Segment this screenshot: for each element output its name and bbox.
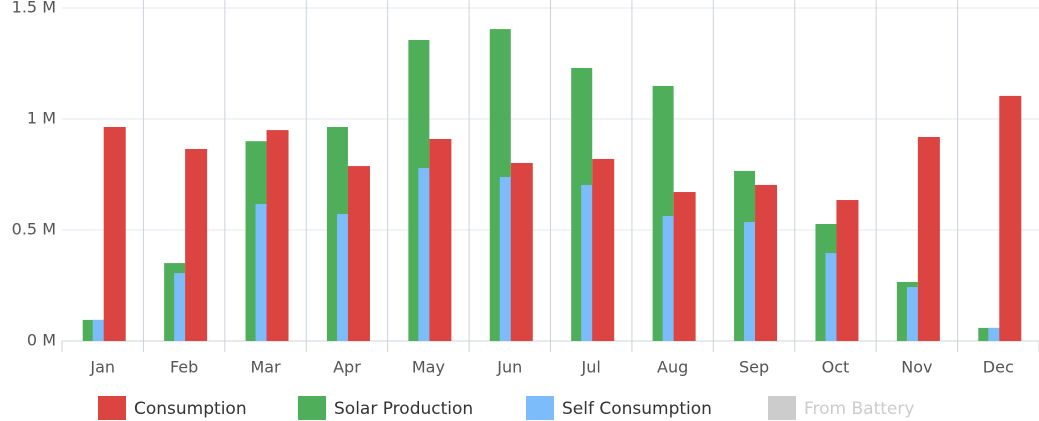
- y-tick-label: 0 M: [27, 331, 56, 350]
- x-tick-label: Jun: [496, 358, 522, 377]
- x-tick-label: Nov: [901, 358, 932, 377]
- bar: [266, 130, 289, 341]
- bar: [103, 126, 126, 341]
- legend-label: Solar Production: [334, 399, 473, 419]
- x-tick-label: Apr: [333, 358, 361, 377]
- bar: [999, 95, 1022, 341]
- x-tick-label: Jan: [89, 358, 115, 377]
- y-tick-label: 1 M: [27, 109, 56, 128]
- x-tick-label: Mar: [250, 358, 281, 377]
- x-tick-label: Aug: [657, 358, 688, 377]
- bar: [755, 184, 778, 341]
- bar: [347, 166, 370, 341]
- bar: [510, 162, 533, 341]
- x-tick-label: Feb: [170, 358, 198, 377]
- bar: [185, 148, 208, 341]
- legend: Consumption Solar Production Self Consumpt…: [98, 396, 914, 420]
- bar: [836, 200, 859, 341]
- bar: [917, 136, 940, 341]
- y-tick-label: 0.5 M: [12, 220, 56, 239]
- x-tick-label: Oct: [822, 358, 850, 377]
- bar: [429, 138, 452, 341]
- legend-swatch: [298, 396, 326, 420]
- y-tick-label: 1.5 M: [12, 0, 56, 17]
- legend-swatch: [526, 396, 554, 420]
- x-tick-label: Sep: [739, 358, 769, 377]
- x-tick-label: May: [412, 358, 445, 377]
- x-tick-label: Dec: [983, 358, 1014, 377]
- legend-label: From Battery: [804, 399, 914, 419]
- bar: [673, 192, 696, 341]
- legend-swatch: [98, 396, 126, 420]
- legend-label: Self Consumption: [562, 399, 712, 419]
- bar: [592, 158, 615, 341]
- x-tick-label: Jul: [581, 358, 601, 377]
- legend-label: Consumption: [134, 399, 247, 419]
- legend-swatch: [768, 396, 796, 420]
